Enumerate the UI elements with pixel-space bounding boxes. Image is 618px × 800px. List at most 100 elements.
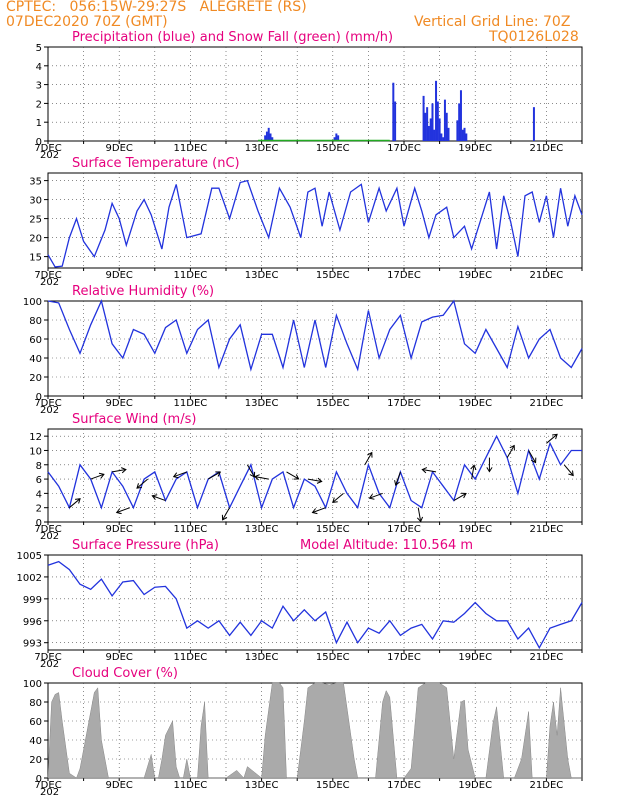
rh-ytick-label: 0: [36, 392, 42, 403]
wind-arrow-shaft: [246, 464, 255, 478]
cloud-xtick-label: 15DEC: [316, 780, 350, 791]
pres-panel: 993 996 999 1002 1005 7DEC 9DEC 11DEC 13DEC 15DEC…: [17, 538, 583, 670]
wind-xtick-label: 19DEC: [458, 524, 492, 535]
init-time-label: 07DEC2020 70Z (GMT): [6, 14, 168, 30]
precip-bar: [265, 131, 268, 141]
wind-arrow-shaft: [136, 478, 149, 489]
pres-xtick-label: 9DEC: [106, 652, 133, 663]
precip-bar: [422, 95, 425, 141]
temp-xtick-label: 15DEC: [316, 270, 350, 281]
precip-bar: [459, 90, 462, 141]
wind-arrow-head: [332, 497, 338, 504]
precip-bar: [335, 133, 338, 141]
rh-series-line: [47, 299, 583, 372]
wind-arrow-shaft: [312, 507, 326, 513]
temp-xtick-label: 9DEC: [106, 270, 133, 281]
rh-xtick-label: 7DEC: [34, 398, 61, 409]
wind-arrow-head: [172, 472, 179, 479]
precip-bar: [461, 129, 464, 141]
pres-subtitle: Model Altitude: 110.564 m: [300, 538, 473, 553]
temp-title: Surface Temperature (nC): [72, 156, 240, 171]
run-code-label: TQ0126L028: [489, 29, 579, 45]
precip-bar: [433, 129, 436, 141]
rh-ytick-label: 20: [29, 373, 42, 384]
precip-bar: [445, 112, 448, 141]
wind-arrow-head: [394, 480, 400, 486]
wind-arrow-shaft: [152, 495, 166, 502]
pres-year-fragment: 202: [40, 659, 59, 670]
precip-panel: 0 1 2 3 4 5 7DEC 9DEC 11DEC 13DEC 15DEC 17DEC 19DEC 2…: [34, 30, 583, 161]
rh-year-fragment: 202: [40, 405, 59, 416]
wind-arrow-head: [151, 494, 158, 501]
rh-panel: 0 20 40 60 80 100 7DEC 9DEC 11DEC 13DEC 15DEC 17DEC…: [23, 284, 583, 416]
wind-arrow-shaft: [207, 471, 221, 480]
pres-ytick-label: 996: [23, 617, 42, 628]
temp-year-fragment: 202: [40, 277, 59, 288]
temp-series-line: [47, 179, 583, 268]
wind-arrow-head: [115, 508, 122, 515]
grid-note-label: Vertical Grid Line: 70Z: [414, 14, 571, 30]
precip-bar: [429, 118, 432, 141]
wind-arrow-head: [311, 508, 318, 515]
temp-ytick-label: 20: [29, 234, 42, 245]
pres-ytick-label: 1005: [17, 551, 42, 562]
precip-bar: [267, 127, 270, 141]
wind-arrow-head: [316, 477, 323, 484]
precip-bar: [436, 101, 439, 141]
wind-ytick-label: 12: [29, 432, 42, 443]
precip-bar: [269, 133, 272, 141]
wind-arrow-shaft: [563, 464, 574, 476]
wind-arrow-shaft: [506, 445, 515, 458]
station-label: CPTEC: 056:15W-29:27S ALEGRETE (RS): [6, 0, 307, 15]
wind-arrow-head: [530, 457, 537, 464]
cloud-xtick-label: 11DEC: [174, 780, 208, 791]
wind-ytick-label: 10: [29, 446, 42, 457]
wind-arrow-head: [367, 451, 373, 458]
wind-year-fragment: 202: [40, 531, 59, 542]
wind-frame: [47, 428, 583, 523]
wind-arrow-shaft: [332, 493, 344, 503]
pres-title: Surface Pressure (hPa): [72, 538, 219, 553]
wind-arrow-shaft: [395, 471, 401, 486]
wind-arrow-shaft: [417, 507, 422, 522]
precip-xtick-label: 13DEC: [245, 143, 279, 154]
temp-xtick-label: 17DEC: [387, 270, 421, 281]
precip-ytick-label: 0: [36, 137, 42, 148]
wind-arrow-head: [215, 471, 222, 477]
precip-xtick-label: 21DEC: [530, 143, 564, 154]
wind-arrow-head: [421, 467, 428, 474]
wind-arrow-head: [221, 514, 228, 521]
wind-arrow-head: [486, 467, 493, 473]
wind-arrow-shaft: [453, 493, 467, 501]
wind-arrow-shaft: [307, 478, 322, 483]
pres-ytick-label: 999: [23, 595, 42, 606]
pres-xtick-label: 15DEC: [316, 652, 350, 663]
precip-bar: [456, 120, 459, 141]
precip-bar: [392, 82, 395, 141]
pres-xtick-label: 21DEC: [530, 652, 564, 663]
wind-ytick-label: 8: [36, 461, 42, 472]
wind-xtick-label: 9DEC: [106, 524, 133, 535]
wind-arrow-head: [509, 444, 515, 451]
temp-xtick-label: 19DEC: [458, 270, 492, 281]
precip-bar: [435, 80, 438, 141]
precip-bar: [532, 107, 535, 141]
precip-bar: [465, 133, 468, 141]
wind-arrow-shaft: [69, 498, 81, 509]
wind-arrow-shaft: [546, 433, 558, 444]
pres-series-line: [47, 560, 583, 650]
rh-ytick-label: 100: [23, 297, 42, 308]
precip-frame: [47, 46, 583, 142]
wind-arrow-head: [470, 464, 477, 471]
precip-bar: [443, 99, 446, 141]
temp-frame: [47, 172, 583, 269]
precip-ytick-label: 5: [36, 43, 42, 54]
wind-arrow-shaft: [369, 492, 383, 499]
precip-bar: [447, 127, 450, 141]
wind-xtick-label: 7DEC: [34, 524, 61, 535]
rh-xtick-label: 21DEC: [530, 398, 564, 409]
temp-ytick-label: 35: [29, 177, 42, 188]
wind-arrow-head: [249, 471, 256, 478]
cloud-series-area: [47, 682, 582, 779]
precip-xtick-label: 7DEC: [34, 143, 61, 154]
